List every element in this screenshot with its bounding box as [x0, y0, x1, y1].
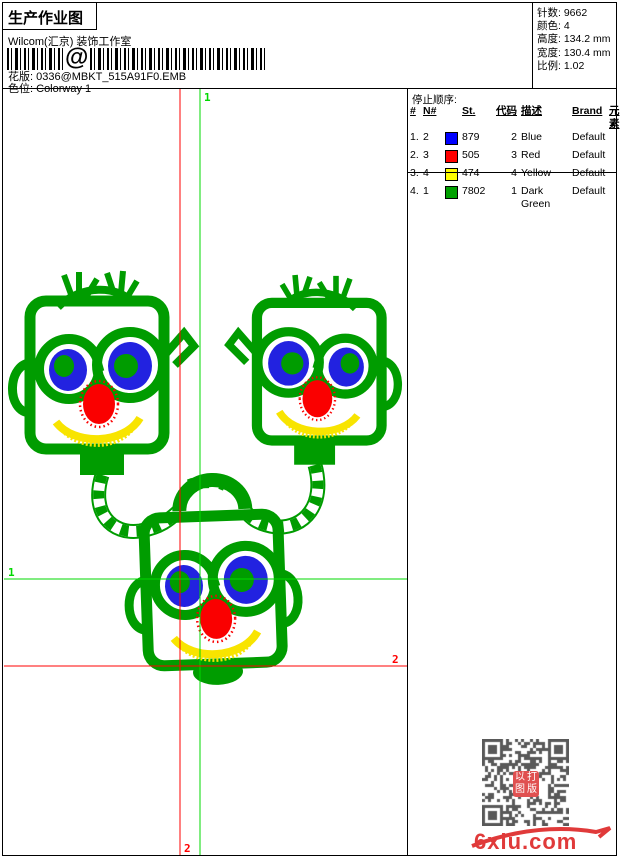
seal-char: 图 — [515, 784, 525, 795]
table-cell: Yellow — [521, 167, 551, 179]
column-header: N# — [423, 105, 437, 117]
table-cell: Default — [572, 149, 606, 161]
column-header — [445, 105, 462, 131]
robot-left — [12, 271, 194, 475]
table-cell: 2 — [423, 131, 429, 143]
seal-char: 以 — [515, 772, 525, 783]
table-cell — [609, 185, 617, 211]
column-header: St. — [462, 105, 476, 117]
header-divider — [3, 88, 616, 89]
stat-row: 颜色: 4 — [537, 20, 570, 33]
barcode-bars-left — [7, 48, 63, 70]
stop-sequence-panel: 停止顺序: # N# St. 代码 描述 Brand 元素 1. 2 879 2 Blue Defaul… — [407, 89, 620, 855]
swatch-cell — [445, 167, 462, 185]
qr-code: 以打图版 — [482, 739, 572, 829]
seal-char: 打 — [527, 772, 537, 783]
qr-seal: 以打图版 — [513, 771, 539, 797]
company-name: Wilcom(汇京) 装饰工作室 — [8, 36, 132, 48]
swatch-cell — [445, 185, 462, 211]
colorway-label: 色位: — [8, 83, 34, 95]
table-cell: Default — [572, 167, 606, 179]
guide-label-left: 1 — [8, 566, 15, 579]
barcode: @ — [7, 44, 269, 71]
robot-bottom — [125, 472, 301, 685]
colorway-line: 色位: Colorway 1 — [8, 80, 91, 96]
watermark: 6xiu.com — [468, 820, 618, 854]
stop-sequence-title: 停止顺序: — [412, 94, 457, 106]
watermark-site: 6xiu.com — [474, 829, 578, 854]
guide-label-bottom: 2 — [184, 842, 191, 855]
stat-row: 针数: 9662 — [537, 7, 588, 19]
swatch-cell — [445, 131, 462, 149]
table-cell — [609, 149, 617, 167]
table-cell: 4 — [423, 167, 429, 179]
page-title: 生产作业图 — [3, 3, 97, 30]
table-cell: 2 — [511, 131, 517, 143]
robot-right — [229, 275, 398, 465]
thread-color-swatch — [445, 168, 458, 181]
seal-char: 版 — [527, 784, 537, 795]
table-cell — [609, 167, 617, 185]
table-cell: 1 — [511, 185, 517, 197]
table-cell: Default — [572, 131, 606, 143]
pattern-label: 花版: — [8, 71, 34, 83]
table-cell: 3 — [423, 149, 429, 161]
table-cell: 1 — [423, 185, 429, 197]
barcode-at-glyph: @ — [65, 44, 89, 71]
column-header: 元素 — [609, 105, 620, 130]
colorway-value: Colorway 1 — [36, 83, 92, 95]
stat-row: 高度: 134.2 mm — [537, 33, 611, 46]
column-header: Brand — [572, 105, 603, 117]
table-divider — [408, 172, 617, 173]
barcode-bars-right — [90, 48, 269, 70]
swatch-cell — [445, 149, 462, 167]
table-cell: Blue — [521, 131, 543, 143]
guide-label-right: 2 — [392, 653, 399, 666]
table-cell: 879 — [462, 131, 480, 143]
table-cell: 474 — [462, 167, 480, 179]
table-cell: 4. — [410, 185, 419, 197]
pattern-file-line: 花版: 0336@MBKT_515A91F0.EMB — [8, 68, 186, 84]
design-canvas: 1 1 2 2 — [4, 89, 407, 855]
table-cell: 3 — [511, 149, 517, 161]
table-cell: 2. — [410, 149, 419, 161]
thread-color-swatch — [445, 132, 458, 145]
pattern-value: 0336@MBKT_515A91F0.EMB — [36, 71, 187, 83]
guide-label-top: 1 — [204, 91, 211, 104]
table-cell — [609, 131, 617, 149]
watermark-swoosh — [471, 826, 612, 848]
column-header: 描述 — [521, 105, 542, 117]
thread-color-swatch — [445, 150, 458, 163]
stat-row: 比例: 1.02 — [537, 59, 585, 72]
table-cell: Default — [572, 185, 606, 197]
stat-row: 宽度: 130.4 mm — [537, 46, 611, 59]
table-cell: 505 — [462, 149, 480, 161]
table-cell: 4 — [511, 167, 517, 179]
table-cell: 7802 — [462, 185, 486, 197]
table-cell: Red — [521, 149, 541, 161]
table-cell: 1. — [410, 131, 419, 143]
column-header: # — [410, 105, 416, 117]
table-cell: 3. — [410, 167, 419, 179]
stop-sequence-table: # N# St. 代码 描述 Brand 元素 1. 2 879 2 Blue Default 2. 3 50… — [410, 105, 620, 211]
thread-color-swatch — [445, 186, 458, 199]
table-cell: Dark Green — [521, 185, 551, 210]
design-stats-box: 针数: 9662 颜色: 4 高度: 134.2 mm 宽度: 130.4 mm 比例:… — [532, 3, 616, 88]
column-header: 代码 — [496, 105, 517, 117]
